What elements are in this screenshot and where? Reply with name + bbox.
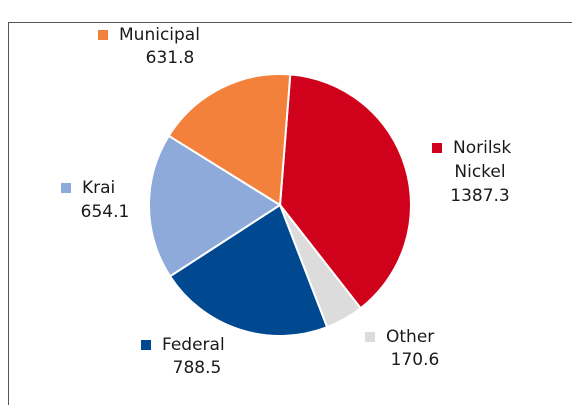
legend-swatch <box>61 183 71 193</box>
pie-slice <box>148 134 282 278</box>
slice-label: Krai <box>82 178 115 198</box>
slice-value: 631.8 <box>146 48 195 68</box>
slice-value: 654.1 <box>81 202 130 222</box>
slice-label: Federal <box>162 335 225 355</box>
slice-label: Other <box>386 327 434 347</box>
legend-swatch <box>98 30 108 40</box>
legend-swatch <box>432 143 442 153</box>
slice-value: 170.6 <box>391 350 440 370</box>
pie-slice <box>167 73 292 207</box>
pie-slice <box>168 203 329 337</box>
legend-swatch <box>365 332 375 342</box>
slice-value: 1387.3 <box>450 186 509 206</box>
slice-value: 788.5 <box>173 358 222 378</box>
chart-frame <box>8 22 572 405</box>
slice-label: Norilsk Nickel <box>453 138 511 182</box>
slice-label: Municipal <box>119 25 200 45</box>
pie-slice <box>278 73 412 310</box>
legend-swatch <box>141 340 151 350</box>
